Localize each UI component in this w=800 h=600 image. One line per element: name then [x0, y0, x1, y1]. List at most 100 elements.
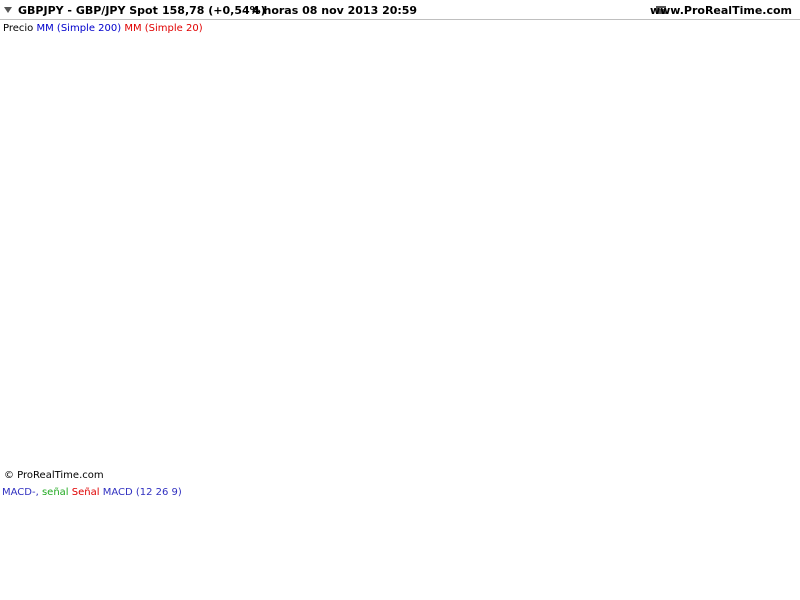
macd-fill-pos [667, 506, 678, 528]
macd-tick-label: 0,4 [755, 486, 771, 497]
macd-badge-border [749, 515, 795, 531]
hist-bar-pos [569, 522, 574, 524]
time-tick-label: 03 [559, 588, 572, 599]
bear-candle [642, 270, 650, 315]
macd-fill-pos [304, 509, 316, 517]
bull-candle [258, 253, 266, 272]
price-tick-label: 155,5 [755, 424, 784, 435]
time-tick-label: 10 [52, 588, 65, 599]
time-tick-label: 18 [221, 588, 234, 599]
hist-bar-pos [142, 508, 147, 523]
macd-fill-neg [208, 513, 220, 520]
macd-fill-pos [102, 524, 113, 545]
price-tick-label: 156 [755, 380, 774, 391]
macd-fill-pos [59, 551, 70, 557]
macd-fill-pos [550, 529, 561, 531]
macd-fill-neg [240, 518, 252, 522]
bull-candle [194, 270, 202, 289]
time-tick-label: 04 [588, 588, 601, 599]
time-tick-label: 09 [24, 588, 37, 599]
hist-bar-pos [302, 518, 307, 523]
macd-legend-signal: señal [41, 487, 69, 498]
bull-candle [88, 418, 95, 463]
bull-candle [717, 218, 724, 237]
bear-candle [24, 357, 31, 394]
bull-candle [525, 288, 532, 307]
macd-fill-neg [198, 512, 209, 518]
price-tick-label: 155 [755, 467, 776, 478]
hist-bar-pos [676, 506, 680, 523]
time-tick-label: 11 [80, 588, 93, 599]
macd-fill-neg [443, 520, 454, 536]
macd-fill-pos [656, 516, 668, 531]
price-tick-label: 157,5 [755, 250, 784, 261]
bear-candle [322, 148, 330, 159]
bull-candle [45, 349, 52, 368]
bear-candle [66, 383, 74, 446]
bear-candle [685, 140, 692, 159]
macd-fill-neg [390, 499, 401, 513]
bull-candle [152, 262, 159, 281]
macd-fill-pos [347, 498, 358, 509]
bear-candle [226, 235, 234, 254]
bull-candle [738, 141, 746, 167]
hist-bar-pos [484, 522, 488, 524]
macd-fill-neg [432, 516, 444, 536]
hist-bar-neg [622, 522, 627, 524]
macd-fill-neg [16, 551, 28, 564]
macd-fill-pos [112, 517, 124, 540]
bear-candle [56, 349, 63, 385]
time-tick-label: 30 [475, 588, 488, 599]
mm20-badge: 158,40 [754, 171, 789, 182]
hist-bar-pos [665, 511, 670, 523]
hist-bar-neg [409, 522, 414, 541]
hist-bar-neg [4, 522, 8, 536]
hist-bar-neg [36, 522, 40, 527]
bull-candle [130, 305, 138, 333]
macd-tick-label: 0,2 [755, 502, 771, 513]
up-arrow-icon [729, 119, 743, 133]
hist-bar-pos [57, 520, 62, 523]
hist-bar-neg [601, 522, 606, 527]
last-quote: 158,78 (+0,54%) [162, 4, 266, 17]
hist-bar-pos [313, 517, 318, 523]
hist-bar-pos [153, 511, 158, 523]
hist-bar-pos [281, 520, 286, 523]
macd-fill-pos [646, 526, 657, 533]
macd-fill-neg [251, 519, 262, 522]
bull-candle [536, 262, 543, 289]
bull-candle [34, 366, 42, 394]
hist-bar-pos [110, 508, 115, 523]
bear-candle [568, 218, 575, 237]
hist-bar-pos [718, 517, 723, 523]
menu-icon[interactable] [4, 6, 12, 14]
down-arrow-icon [729, 226, 743, 240]
hist-bar-neg [420, 522, 424, 543]
time-tick-label: 08 [700, 588, 713, 599]
download-icon[interactable] [656, 6, 666, 14]
bear-candle [589, 253, 596, 281]
time-tick-label: 13 [108, 588, 121, 599]
bear-candle [77, 444, 84, 463]
macd-fill-pos [80, 540, 92, 553]
hist-bar-neg [590, 522, 595, 526]
macd-fill-neg [187, 511, 198, 515]
macd-fill-pos [134, 508, 145, 528]
macd-fill-pos [91, 532, 102, 549]
bear-candle [397, 262, 404, 281]
site-link[interactable]: www.ProRealTime.com [649, 4, 792, 17]
bear-candle [173, 279, 180, 298]
macd-fill-neg [614, 532, 625, 536]
bear-candle [2, 357, 10, 376]
hist-bar-pos [740, 522, 744, 524]
macd-fill-neg [230, 517, 241, 522]
bull-candle [205, 253, 212, 272]
bull-candle [141, 279, 148, 307]
level-markers [690, 55, 746, 275]
hist-bar-pos [558, 521, 563, 523]
macd-fill-pos [688, 494, 700, 518]
macd-tick-label: 0 [755, 519, 761, 530]
hist-bar-pos [644, 521, 648, 523]
hist-bar-neg [473, 522, 478, 526]
